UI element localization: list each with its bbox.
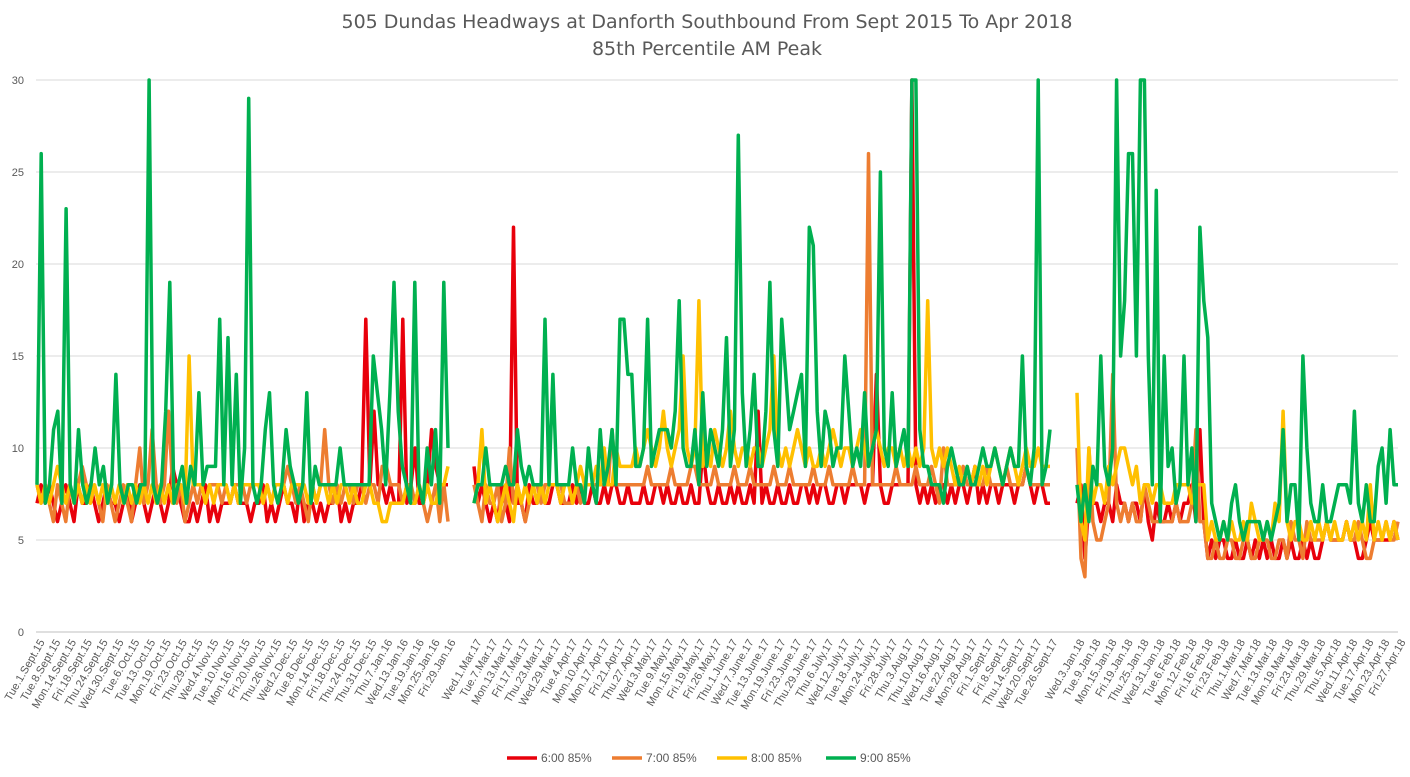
grid-lines (36, 79, 1398, 633)
chart-subtitle: 85th Percentile AM Peak (592, 38, 822, 60)
y-tick-label: 10 (12, 443, 24, 455)
series-line-4-seg-3 (1075, 78, 1398, 542)
legend-label: 8:00 85% (751, 751, 802, 765)
y-axis-ticks: 0 5 10 15 20 25 30 (12, 75, 24, 639)
y-tick-label: 5 (18, 535, 24, 547)
chart-title: 505 Dundas Headways at Danforth Southbou… (341, 11, 1072, 33)
legend-label: 7:00 85% (646, 751, 697, 765)
x-axis-ticks: Tue.1.Sept.15Tue.8.Sept.15Mon.14.Sept.15… (3, 637, 1409, 711)
legend-label: 9:00 85% (860, 751, 911, 765)
y-tick-label: 0 (18, 627, 24, 639)
series-line-3-seg-3 (1075, 392, 1400, 542)
series-line-4-seg-1 (35, 78, 450, 505)
y-tick-label: 25 (12, 167, 24, 179)
legend-label: 6:00 85% (541, 751, 592, 765)
y-tick-label: 20 (12, 259, 24, 271)
series-line-4-seg-2 (472, 78, 1052, 505)
y-tick-label: 15 (12, 351, 24, 363)
series-lines (35, 78, 1400, 579)
y-tick-label: 30 (12, 75, 24, 87)
legend: 6:00 85% 7:00 85% 8:00 85% 9:00 85% (507, 751, 911, 765)
